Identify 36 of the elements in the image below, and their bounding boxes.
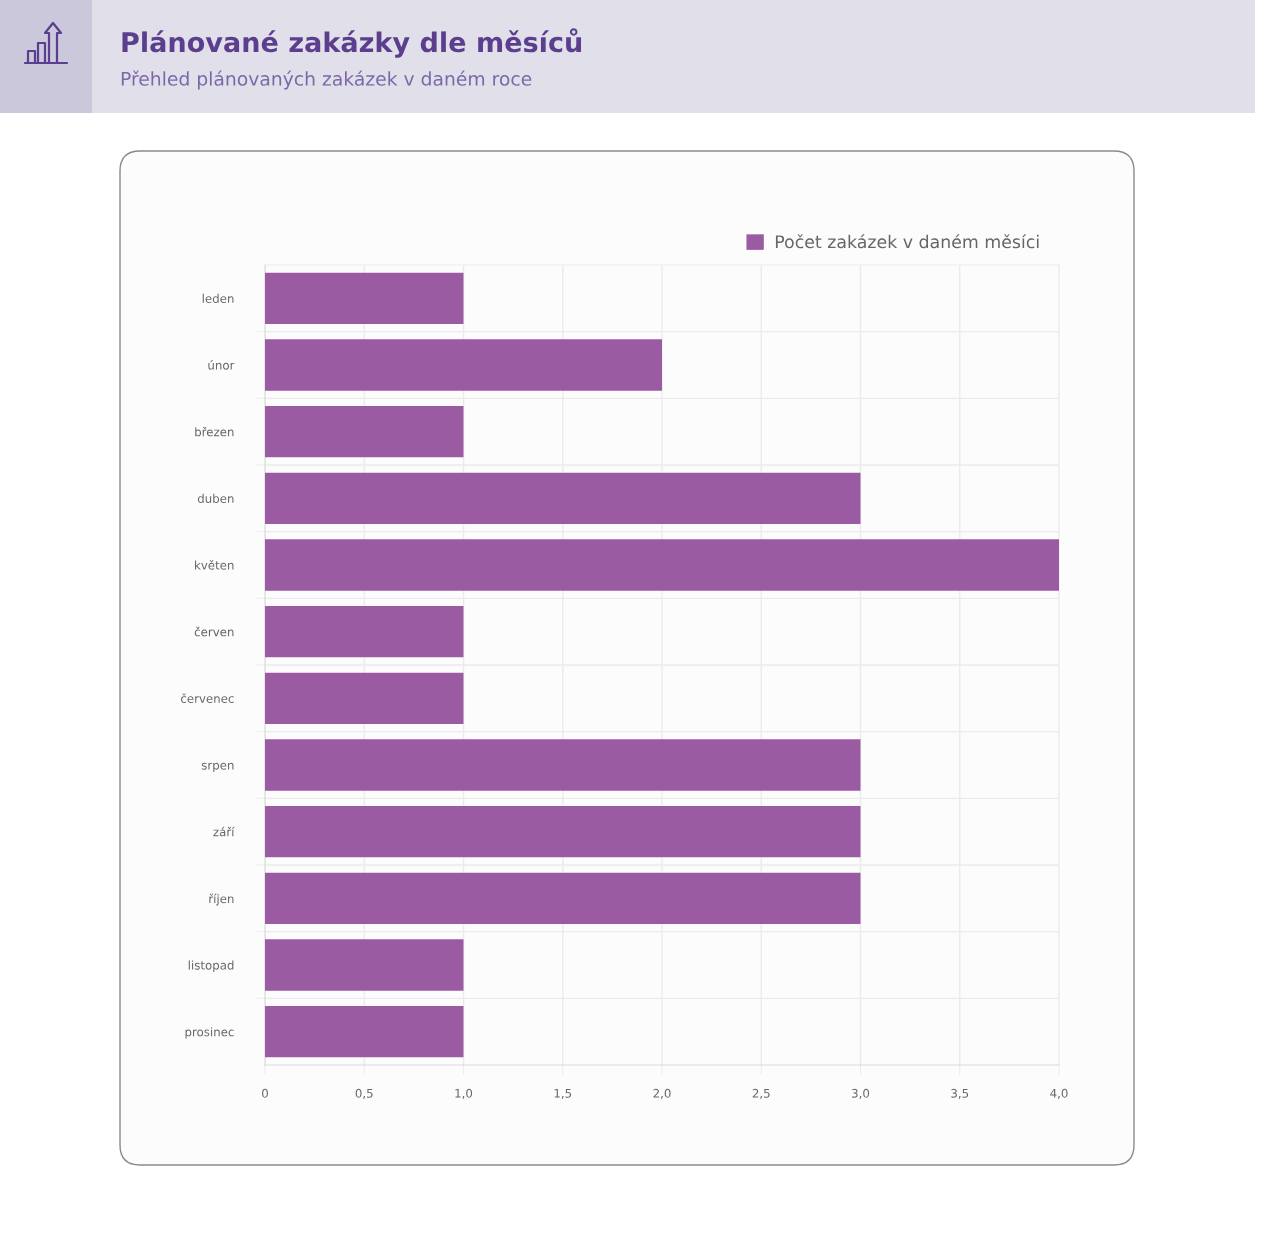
- x-tick-label: 1,0: [455, 1088, 473, 1099]
- bar: [265, 339, 662, 391]
- x-tick-label: 3,5: [951, 1088, 969, 1099]
- y-tick-label: leden: [202, 293, 234, 303]
- legend-label: Počet zakázek v daném měsíci: [775, 234, 1039, 249]
- y-tick-label: srpen: [201, 762, 234, 772]
- bar: [265, 406, 464, 458]
- bar: [265, 739, 861, 791]
- x-tick-label: 2,5: [752, 1088, 770, 1099]
- bar: [265, 472, 861, 524]
- y-tick-label: únor: [208, 360, 235, 370]
- x-tick-label: 3,0: [852, 1088, 870, 1099]
- chart-title: Plánované zakázky dle měsíců: [122, 28, 582, 58]
- x-tick-label: 0,5: [355, 1088, 373, 1099]
- y-tick-label: červenec: [181, 693, 234, 703]
- x-tick-label: 2,0: [653, 1088, 671, 1099]
- bar: [265, 806, 861, 858]
- y-tick-label: květen: [195, 560, 234, 570]
- y-tick-label: říjen: [209, 893, 234, 906]
- y-tick-label: červen: [194, 626, 234, 637]
- x-tick-label: 4,0: [1050, 1088, 1068, 1099]
- x-tick-label: 1,5: [554, 1088, 572, 1099]
- bar: [265, 1006, 464, 1058]
- bar: [265, 539, 1059, 591]
- bar: [265, 872, 861, 924]
- bar: [265, 606, 464, 658]
- y-tick-label: březen: [195, 426, 234, 437]
- chart-subtitle: Přehled plánovaných zakázek v daném roce: [121, 70, 532, 90]
- y-tick-label: duben: [197, 493, 234, 503]
- y-tick-label: září: [213, 826, 235, 837]
- y-tick-label: listopad: [188, 960, 234, 972]
- y-tick-label: prosinec: [185, 1027, 234, 1039]
- bar: [265, 672, 464, 724]
- x-tick-label: 0: [262, 1088, 268, 1098]
- bar: [265, 272, 464, 324]
- bar: [265, 939, 464, 991]
